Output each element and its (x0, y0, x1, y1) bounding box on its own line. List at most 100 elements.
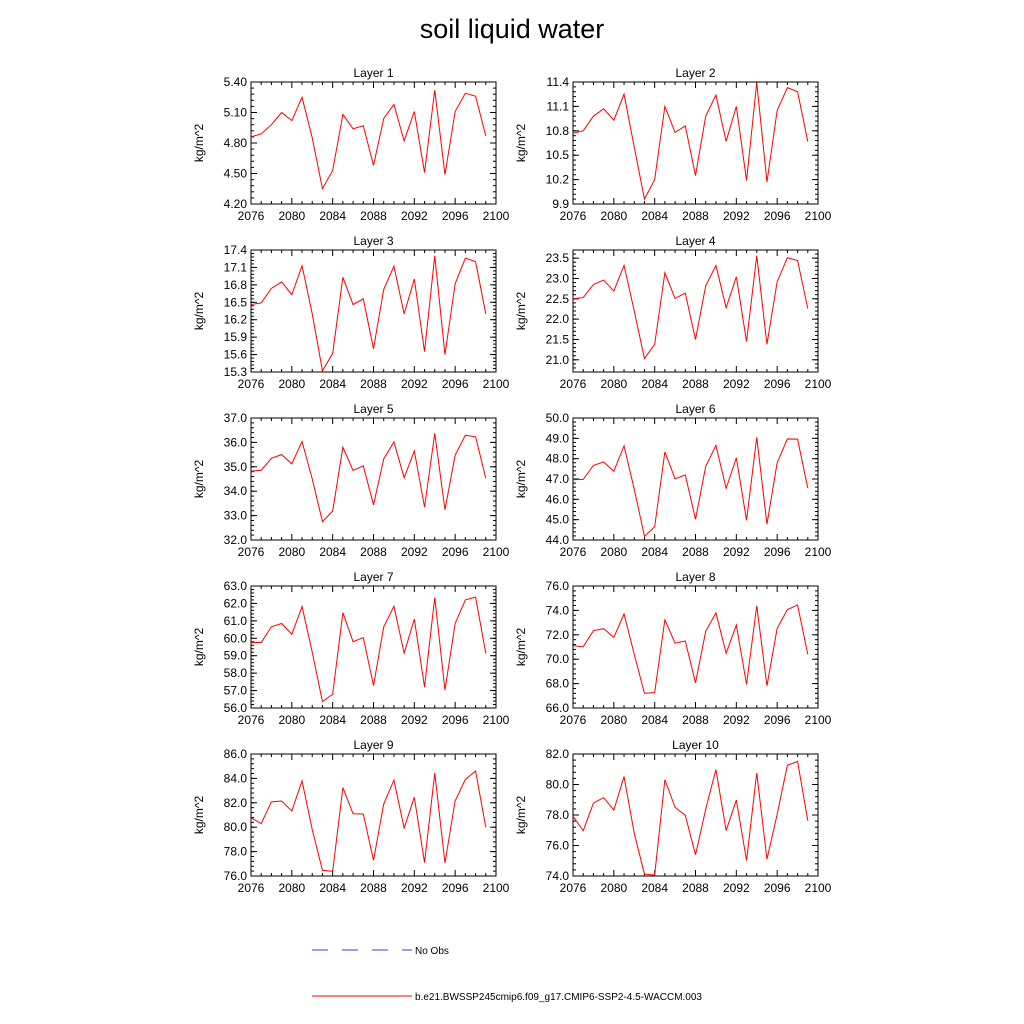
x-tick-label: 2096 (764, 713, 791, 727)
y-tick-label: 16.5 (224, 295, 248, 309)
y-tick-label: 63.0 (224, 579, 248, 593)
y-tick-label: 21.0 (546, 353, 570, 367)
x-tick-label: 2092 (401, 377, 428, 391)
y-tick-label: 82.0 (224, 796, 248, 810)
y-tick-label: 36.0 (224, 435, 248, 449)
y-tick-label: 50.0 (546, 411, 570, 425)
y-tick-label: 5.10 (224, 106, 248, 120)
x-tick-label: 2092 (723, 713, 750, 727)
y-tick-label: 58.0 (224, 666, 248, 680)
x-tick-label: 2100 (483, 881, 510, 895)
plot-frame (250, 81, 497, 205)
y-tick-label: 22.0 (546, 312, 570, 326)
y-tick-label: 86.0 (224, 747, 248, 761)
legend: No Obs b.e21.BWSSP245cmip6.f09_g17.CMIP6-… (312, 946, 702, 1003)
x-tick-label: 2096 (442, 713, 469, 727)
x-tick-label: 2088 (360, 545, 387, 559)
y-tick-label: 9.9 (552, 197, 569, 211)
panel-title: Layer 7 (353, 570, 393, 584)
y-tick-label: 56.0 (224, 701, 248, 715)
y-tick-label: 10.2 (546, 173, 570, 187)
x-tick-label: 2076 (238, 881, 265, 895)
y-tick-label: 57.0 (224, 684, 248, 698)
plot-frame (572, 585, 819, 709)
y-tick-label: 34.0 (224, 484, 248, 498)
x-tick-label: 2100 (483, 545, 510, 559)
y-tick-label: 82.0 (546, 747, 570, 761)
x-tick-label: 2084 (319, 377, 346, 391)
y-tick-label: 16.2 (224, 313, 248, 327)
x-tick-label: 2096 (442, 545, 469, 559)
x-tick-label: 2080 (600, 209, 627, 223)
x-tick-label: 2100 (805, 209, 832, 223)
x-tick-label: 2096 (764, 881, 791, 895)
y-tick-label: 46.0 (546, 492, 570, 506)
y-tick-label: 61.0 (224, 614, 248, 628)
x-tick-label: 2092 (723, 545, 750, 559)
x-tick-label: 2076 (560, 713, 587, 727)
y-tick-label: 62.0 (224, 596, 248, 610)
y-tick-label: 84.0 (224, 771, 248, 785)
y-tick-label: 17.1 (224, 260, 248, 274)
x-tick-label: 2084 (319, 209, 346, 223)
x-tick-label: 2080 (600, 545, 627, 559)
y-tick-label: 4.20 (224, 197, 248, 211)
panel-title: Layer 8 (675, 570, 715, 584)
y-tick-label: 23.0 (546, 271, 570, 285)
chart-panel-2: Layer 2 kg/m^2 2076 2080 2084 2088 2092 2096 210… (514, 66, 832, 223)
x-tick-label: 2084 (641, 881, 668, 895)
x-tick-label: 2080 (278, 377, 305, 391)
x-tick-label: 2100 (483, 377, 510, 391)
y-tick-label: 76.0 (546, 839, 570, 853)
panel-title: Layer 9 (353, 738, 393, 752)
y-tick-label: 66.0 (546, 701, 570, 715)
data-series-line (250, 770, 487, 872)
x-tick-label: 2096 (764, 545, 791, 559)
x-tick-label: 2088 (682, 713, 709, 727)
x-tick-label: 2084 (641, 713, 668, 727)
x-tick-label: 2088 (682, 209, 709, 223)
x-tick-label: 2080 (278, 713, 305, 727)
y-axis-label: kg/m^2 (192, 460, 206, 499)
y-tick-label: 10.5 (546, 148, 570, 162)
x-tick-label: 2092 (723, 881, 750, 895)
plot-frame (572, 753, 819, 877)
y-tick-label: 44.0 (546, 533, 570, 547)
x-tick-label: 2076 (560, 881, 587, 895)
x-tick-label: 2080 (600, 713, 627, 727)
x-tick-label: 2076 (238, 545, 265, 559)
x-tick-label: 2092 (401, 209, 428, 223)
chart-panel-1: Layer 1 kg/m^2 2076 2080 2084 2088 2092 2096 210… (192, 66, 510, 223)
x-tick-label: 2088 (360, 209, 387, 223)
y-tick-label: 15.3 (224, 365, 248, 379)
plot-frame (250, 249, 497, 373)
x-tick-label: 2080 (278, 209, 305, 223)
chart-panel-5: Layer 5 kg/m^2 2076 2080 2084 2088 2092 2096 210… (192, 402, 510, 559)
y-tick-label: 11.1 (547, 99, 570, 113)
y-axis-label: kg/m^2 (514, 628, 528, 667)
y-tick-label: 72.0 (546, 628, 570, 642)
y-tick-label: 16.8 (224, 278, 248, 292)
x-tick-label: 2088 (360, 881, 387, 895)
y-tick-label: 76.0 (546, 579, 570, 593)
x-tick-label: 2096 (764, 377, 791, 391)
y-axis-label: kg/m^2 (514, 796, 528, 835)
x-tick-label: 2076 (238, 713, 265, 727)
y-tick-label: 80.0 (224, 820, 248, 834)
x-tick-label: 2076 (560, 209, 587, 223)
y-tick-label: 23.5 (546, 251, 570, 265)
x-tick-label: 2084 (319, 713, 346, 727)
panel-title: Layer 4 (675, 234, 715, 248)
y-axis-label: kg/m^2 (192, 628, 206, 667)
x-tick-label: 2084 (319, 881, 346, 895)
y-tick-label: 45.0 (546, 513, 570, 527)
x-tick-label: 2084 (641, 377, 668, 391)
y-tick-label: 5.40 (224, 75, 248, 89)
y-tick-label: 47.0 (546, 472, 570, 486)
y-tick-label: 76.0 (224, 869, 248, 883)
x-tick-label: 2100 (483, 713, 510, 727)
x-tick-label: 2100 (805, 545, 832, 559)
data-series-line (250, 433, 487, 523)
y-tick-label: 49.0 (546, 431, 570, 445)
legend-entry-no-obs: No Obs (312, 946, 449, 957)
